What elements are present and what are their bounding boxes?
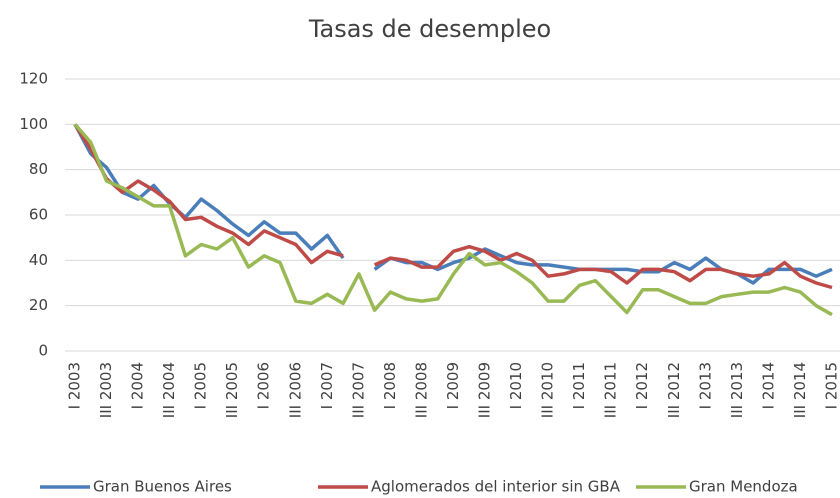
x-tick-label: III 2003 bbox=[97, 362, 115, 418]
x-tick-label: III 2006 bbox=[286, 362, 304, 418]
x-tick-label: I 2010 bbox=[507, 362, 525, 409]
x-tick-label: III 2011 bbox=[602, 362, 620, 418]
y-tick-label: 120 bbox=[19, 70, 48, 88]
x-tick-label: III 2004 bbox=[160, 362, 178, 418]
x-tick-label: I 2004 bbox=[129, 362, 147, 409]
x-tick-label: III 2013 bbox=[728, 362, 746, 418]
x-tick-label: I 2006 bbox=[255, 362, 273, 409]
x-tick-label: I 2009 bbox=[444, 362, 462, 409]
series-line bbox=[73, 123, 833, 317]
y-tick-label: 100 bbox=[19, 115, 48, 133]
y-tick-label: 40 bbox=[29, 251, 48, 269]
series-line bbox=[73, 123, 833, 285]
x-tick-label: I 2012 bbox=[633, 362, 651, 409]
x-tick-label: I 2008 bbox=[381, 362, 399, 409]
x-tick-label: I 2015 bbox=[822, 362, 840, 409]
y-tick-label: 0 bbox=[38, 342, 48, 360]
legend-label: Aglomerados del interior sin GBA bbox=[371, 478, 621, 496]
x-tick-label: I 2007 bbox=[318, 362, 336, 409]
x-tick-label: III 2005 bbox=[223, 362, 241, 418]
x-tick-label: I 2005 bbox=[192, 362, 210, 409]
x-tick-label: III 2007 bbox=[349, 362, 367, 418]
x-tick-label: III 2012 bbox=[665, 362, 683, 418]
series-line bbox=[73, 123, 833, 290]
x-tick-label: I 2003 bbox=[66, 362, 84, 409]
x-tick-label: III 2008 bbox=[412, 362, 430, 418]
x-tick-label: III 2010 bbox=[539, 362, 557, 418]
y-tick-label: 60 bbox=[29, 206, 48, 224]
x-tick-label: III 2014 bbox=[791, 362, 809, 418]
x-tick-label: I 2013 bbox=[696, 362, 714, 409]
legend-label: Gran Buenos Aires bbox=[93, 478, 232, 496]
y-tick-label: 80 bbox=[29, 160, 48, 178]
x-tick-label: I 2011 bbox=[570, 362, 588, 409]
chart-title: Tasas de desempleo bbox=[308, 15, 551, 43]
x-tick-label: I 2014 bbox=[759, 362, 777, 409]
x-tick-label: III 2009 bbox=[476, 362, 494, 418]
legend-label: Gran Mendoza bbox=[689, 478, 798, 496]
y-tick-label: 20 bbox=[29, 296, 48, 314]
